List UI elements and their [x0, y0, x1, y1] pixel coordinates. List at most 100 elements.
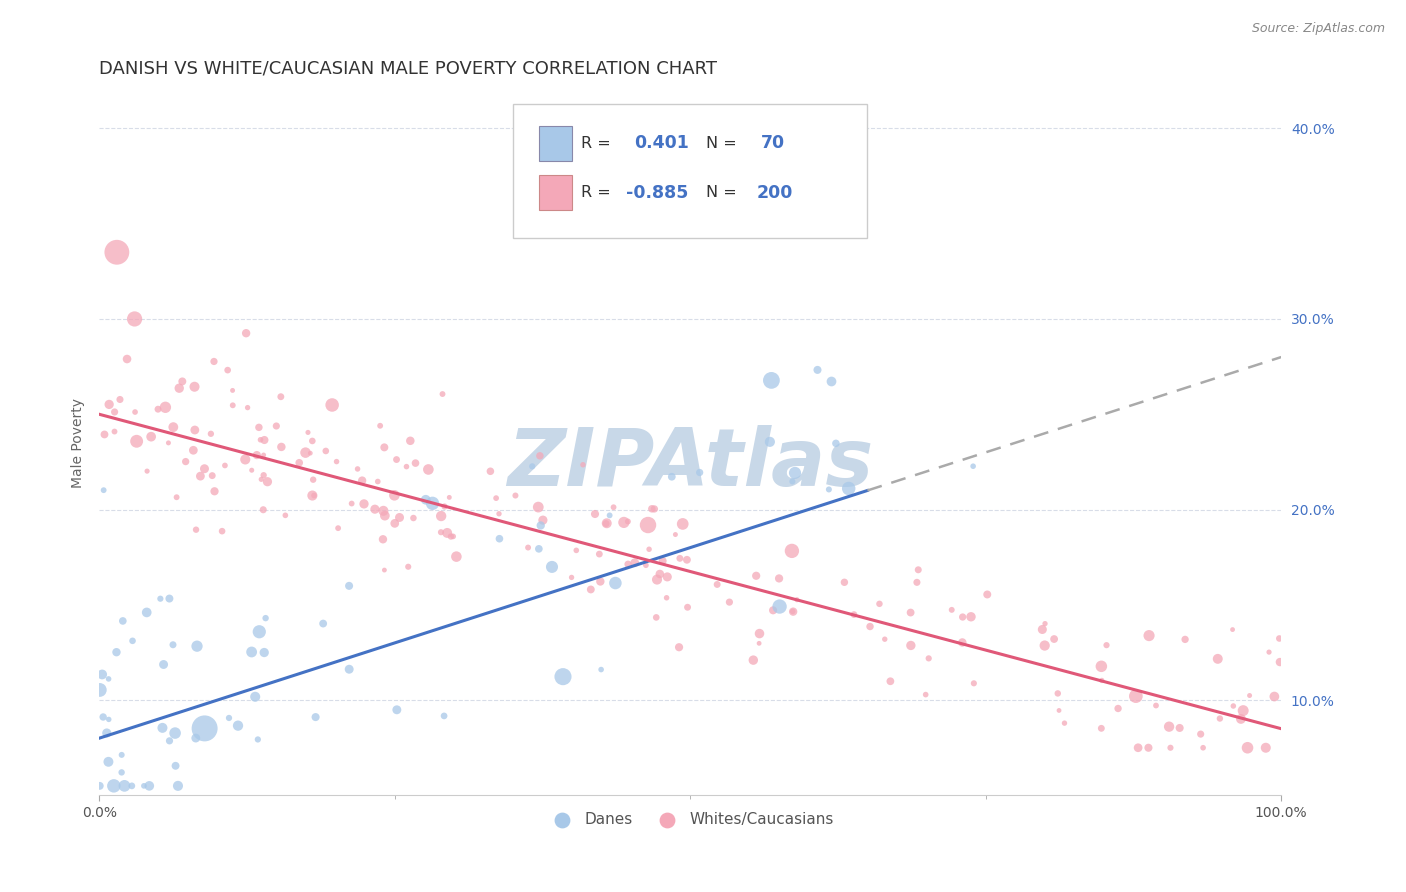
- Point: [1222, 623, 1244, 637]
- Point: [167, 381, 190, 395]
- Point: [907, 563, 929, 577]
- Point: [541, 560, 564, 574]
- Point: [91, 667, 114, 681]
- Point: [217, 363, 239, 377]
- Point: [648, 567, 671, 582]
- Point: [439, 491, 461, 505]
- Point: [768, 599, 790, 614]
- Point: [162, 420, 184, 434]
- Text: DANISH VS WHITE/CAUCASIAN MALE POVERTY CORRELATION CHART: DANISH VS WHITE/CAUCASIAN MALE POVERTY C…: [100, 60, 717, 78]
- Point: [780, 544, 803, 558]
- Point: [346, 462, 368, 476]
- Point: [111, 614, 134, 628]
- Point: [748, 626, 770, 640]
- Point: [706, 577, 728, 591]
- Point: [186, 639, 208, 653]
- Point: [194, 722, 217, 736]
- Point: [222, 398, 245, 412]
- Point: [1189, 727, 1212, 741]
- Point: [879, 674, 901, 689]
- Point: [1137, 740, 1160, 755]
- Point: [718, 595, 741, 609]
- Point: [252, 448, 274, 462]
- Text: -0.885: -0.885: [626, 184, 689, 202]
- Point: [1232, 704, 1254, 718]
- Text: N =: N =: [706, 136, 741, 151]
- Point: [1125, 689, 1147, 703]
- Point: [200, 426, 222, 441]
- Point: [1268, 632, 1291, 646]
- Point: [149, 591, 172, 606]
- Point: [962, 459, 984, 474]
- Point: [114, 779, 136, 793]
- Point: [900, 606, 922, 620]
- Point: [418, 462, 440, 476]
- Point: [236, 401, 259, 415]
- Point: [950, 635, 973, 649]
- Point: [551, 670, 574, 684]
- Point: [326, 521, 349, 535]
- Point: [762, 603, 785, 617]
- Point: [396, 559, 419, 574]
- Point: [252, 502, 274, 516]
- Point: [645, 610, 668, 624]
- Point: [325, 454, 347, 468]
- Point: [111, 747, 134, 762]
- FancyBboxPatch shape: [538, 175, 572, 211]
- Point: [93, 427, 115, 442]
- Point: [368, 418, 391, 433]
- Text: N =: N =: [706, 185, 741, 200]
- Point: [613, 516, 636, 530]
- Point: [373, 563, 395, 577]
- Point: [820, 375, 842, 389]
- Point: [121, 779, 143, 793]
- Text: 70: 70: [761, 134, 785, 153]
- Point: [1144, 698, 1167, 713]
- Point: [488, 507, 510, 521]
- Point: [218, 711, 240, 725]
- Point: [561, 570, 583, 584]
- Point: [859, 619, 882, 633]
- Point: [405, 456, 427, 470]
- Point: [250, 472, 273, 486]
- Point: [108, 392, 131, 407]
- Point: [905, 575, 928, 590]
- Point: [579, 582, 602, 597]
- Point: [522, 459, 544, 474]
- Point: [759, 434, 782, 449]
- Point: [364, 502, 387, 516]
- Point: [479, 464, 502, 478]
- Point: [745, 568, 768, 582]
- Point: [595, 516, 617, 531]
- Point: [155, 401, 177, 415]
- Point: [301, 434, 323, 448]
- Point: [89, 779, 111, 793]
- Point: [669, 551, 692, 566]
- Point: [304, 710, 326, 724]
- Point: [664, 527, 686, 541]
- Point: [246, 448, 269, 462]
- Point: [266, 419, 288, 434]
- Point: [1090, 722, 1112, 736]
- Point: [676, 600, 699, 615]
- Point: [918, 651, 941, 665]
- Point: [96, 726, 118, 740]
- Point: [247, 420, 270, 434]
- Point: [440, 529, 463, 543]
- Point: [395, 459, 418, 474]
- Point: [165, 726, 187, 740]
- Point: [172, 375, 194, 389]
- Point: [384, 516, 406, 531]
- Point: [782, 475, 804, 489]
- Point: [1192, 740, 1215, 755]
- Point: [371, 533, 394, 547]
- Point: [842, 607, 865, 622]
- Point: [868, 597, 890, 611]
- Point: [312, 616, 335, 631]
- Point: [527, 541, 550, 556]
- Point: [337, 579, 360, 593]
- Legend: Danes, Whites/Caucasians: Danes, Whites/Caucasians: [540, 806, 839, 834]
- Text: R =: R =: [582, 136, 616, 151]
- Point: [637, 518, 659, 533]
- Point: [190, 469, 212, 483]
